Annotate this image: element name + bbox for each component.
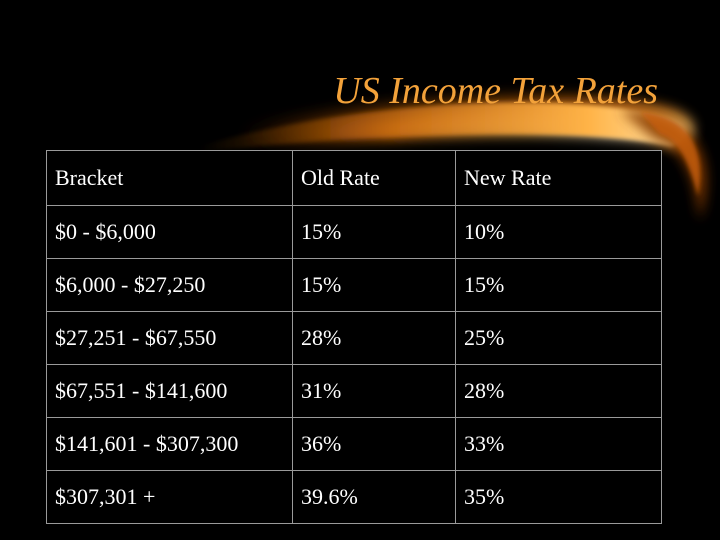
bracket-cell: $27,251 - $67,550 — [46, 311, 293, 365]
bracket-cell: $6,000 - $27,250 — [46, 258, 293, 312]
bracket-cell: $67,551 - $141,600 — [46, 364, 293, 418]
table-row: $307,301 + 39.6% 35% — [46, 470, 662, 524]
bracket-cell: $141,601 - $307,300 — [46, 417, 293, 471]
new-rate-cell: 15% — [455, 258, 662, 312]
new-rate-cell: 25% — [455, 311, 662, 365]
table-row: $0 - $6,000 15% 10% — [46, 205, 662, 259]
header-old-rate: Old Rate — [292, 150, 456, 206]
header-bracket: Bracket — [46, 150, 293, 206]
tax-rates-table: Bracket Old Rate New Rate $0 - $6,000 15… — [46, 150, 662, 524]
old-rate-cell: 15% — [292, 258, 456, 312]
old-rate-cell: 31% — [292, 364, 456, 418]
old-rate-cell: 36% — [292, 417, 456, 471]
table-row: $27,251 - $67,550 28% 25% — [46, 311, 662, 365]
table-row: $67,551 - $141,600 31% 28% — [46, 364, 662, 418]
table-header-row: Bracket Old Rate New Rate — [46, 150, 662, 206]
new-rate-cell: 10% — [455, 205, 662, 259]
old-rate-cell: 15% — [292, 205, 456, 259]
bracket-cell: $307,301 + — [46, 470, 293, 524]
old-rate-cell: 39.6% — [292, 470, 456, 524]
slide-title: US Income Tax Rates — [333, 70, 658, 112]
new-rate-cell: 35% — [455, 470, 662, 524]
bracket-cell: $0 - $6,000 — [46, 205, 293, 259]
new-rate-cell: 33% — [455, 417, 662, 471]
header-new-rate: New Rate — [455, 150, 662, 206]
new-rate-cell: 28% — [455, 364, 662, 418]
table-row: $141,601 - $307,300 36% 33% — [46, 417, 662, 471]
table-row: $6,000 - $27,250 15% 15% — [46, 258, 662, 312]
old-rate-cell: 28% — [292, 311, 456, 365]
